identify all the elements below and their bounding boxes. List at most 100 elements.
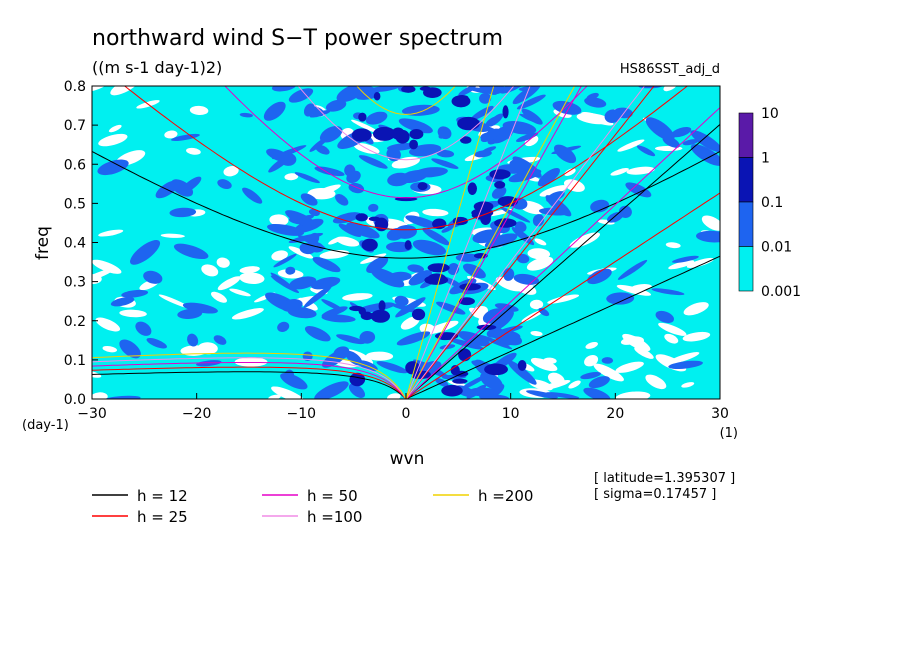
shading-patch-low: [270, 275, 300, 293]
shading-patch-mid: [489, 169, 511, 180]
shading-patch-mid: [409, 139, 418, 150]
gravity-curve: [123, 86, 689, 231]
shading-patch-low: [493, 329, 523, 346]
shading-patch-low: [143, 270, 163, 284]
shading-patch-white: [217, 276, 241, 291]
rossby-curve: [92, 371, 407, 399]
shading-patch-low: [302, 351, 313, 361]
shading-patch-low: [422, 227, 450, 246]
shading-patch-white: [284, 173, 299, 181]
shading-patch-low: [239, 112, 253, 118]
shading-patch-low: [490, 310, 514, 331]
shading-patch-white: [269, 214, 289, 226]
colorbar-label: 1: [761, 151, 770, 167]
shading-patch-low: [338, 223, 362, 237]
shading-patch-mid: [411, 308, 426, 321]
colorbar-swatch: [738, 112, 754, 158]
shading-patch-low: [345, 350, 363, 366]
shading-patch-low: [365, 111, 388, 125]
shading-patch-white: [668, 260, 695, 270]
shading-patch-white: [108, 124, 122, 133]
shading-patch-low: [386, 143, 417, 151]
shading-patch-low: [177, 308, 203, 319]
gravity-curve: [92, 150, 720, 259]
shading-patch-low: [394, 295, 409, 307]
shading-patch-white: [658, 322, 687, 336]
shading-patch-white: [92, 392, 108, 399]
shading-patch-mid: [409, 129, 424, 140]
shading-patch-mid: [395, 129, 410, 144]
shading-patch-low: [441, 226, 454, 233]
rossby-curve: [92, 357, 407, 399]
shading-patch-low: [617, 259, 648, 280]
shading-patch-white: [216, 257, 230, 268]
shading-patch-mid: [484, 363, 508, 376]
shading-patch-white: [534, 238, 547, 246]
shading-patch-low: [303, 285, 332, 308]
shading-patch-white: [530, 357, 558, 372]
kelvin-curve: [405, 124, 720, 399]
shading-patch-white: [239, 266, 260, 274]
shading-patch-low: [346, 222, 380, 239]
shading-patch-low: [277, 321, 290, 332]
shading-patch-mid: [502, 105, 509, 119]
shading-patch-low: [170, 133, 200, 142]
shading-patch-white: [526, 256, 554, 271]
shading-patch-low: [494, 303, 519, 312]
shading-patch-low: [121, 289, 149, 298]
shading-patch-white: [234, 357, 268, 367]
shading-patch-low: [492, 130, 513, 144]
shading-patch-low: [546, 191, 565, 203]
y-unit-label: (day-1): [22, 418, 69, 433]
shading-patch-white: [617, 139, 645, 152]
shading-patch-white: [223, 166, 239, 177]
shading-patch-low: [479, 92, 492, 104]
shading-patch-low: [280, 372, 308, 390]
y-tick-label: 0.3: [64, 275, 86, 291]
shading-patch-low: [545, 392, 580, 399]
shading-patch-white: [682, 331, 711, 342]
shading-patch-white: [186, 147, 201, 155]
shading-patch-low: [457, 331, 490, 347]
shading-patch-mid: [368, 216, 381, 222]
mixed-rossby-gravity-curve: [405, 255, 720, 399]
shading-patch-low: [537, 167, 560, 187]
shading-patch-low: [580, 371, 601, 380]
shading-patch-mid: [370, 309, 391, 323]
shading-patch-low: [358, 302, 395, 313]
shading-patch-low: [436, 149, 455, 158]
latitude-annotation: [ latitude=1.395307 ]: [594, 471, 735, 486]
shading-patch-white: [539, 185, 568, 197]
shading-patch-white: [686, 257, 714, 268]
shading-patch-low: [636, 145, 656, 157]
shading-patch-low: [333, 346, 350, 360]
shading-patch-low: [690, 130, 720, 153]
legend: h = 12 h = 25 h = 50 h =100 h =200: [92, 487, 533, 526]
shading-patch-white: [472, 305, 489, 318]
shading-patch-mid: [458, 348, 472, 362]
shading-patch-low: [335, 193, 349, 206]
colorbar-swatch: [738, 201, 754, 247]
colorbar: 10 1 0.1 0.01 0.001: [738, 106, 801, 300]
y-axis-label: freq: [33, 226, 53, 260]
shading-patch-low: [606, 292, 635, 305]
shading-patch-low: [479, 334, 513, 350]
shading-patch-low: [662, 136, 680, 148]
legend-label: h =100: [307, 508, 362, 526]
rossby-curve: [92, 352, 407, 399]
shading-patch-mid: [457, 116, 480, 131]
shading-patch-low: [398, 118, 433, 134]
shading-patch-low: [586, 92, 599, 101]
shading-patch-low: [288, 88, 314, 103]
x-tick-label: −30: [77, 406, 107, 422]
shading-patch-low: [487, 116, 501, 125]
shading-patch-mid: [349, 372, 366, 387]
x-tick-label: 0: [402, 406, 411, 422]
colorbar-label: 0.01: [761, 240, 792, 256]
shading-patch-low: [213, 335, 227, 345]
shading-patch-mid: [459, 283, 481, 291]
shading-patch-mid: [358, 112, 367, 122]
shading-patch-white: [645, 374, 667, 390]
shading-patch-low: [480, 128, 501, 143]
gravity-curve: [224, 86, 588, 199]
